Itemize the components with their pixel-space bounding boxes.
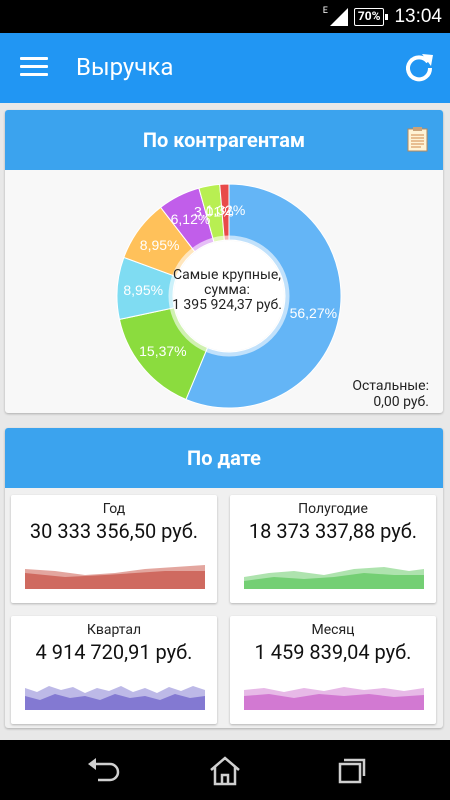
clock: 13:04	[394, 5, 442, 27]
center-caption-1: Самые крупные,	[172, 267, 282, 283]
tile-label: Квартал	[86, 622, 142, 638]
donut-hole	[174, 241, 284, 351]
refresh-icon[interactable]	[402, 51, 436, 85]
tile-quarter[interactable]: Квартал 4 914 720,91 руб.	[11, 616, 217, 724]
tile-label: Полугодие	[298, 501, 368, 517]
date-title: По дате	[187, 446, 261, 470]
sparkline-chart	[25, 565, 205, 589]
others-caption: Остальные:	[352, 378, 429, 394]
date-card-header: По дате	[5, 428, 443, 488]
tile-half-year[interactable]: Полугодие 18 373 337,88 руб.	[230, 495, 436, 603]
counterparty-title: По контрагентам	[142, 128, 306, 152]
slice-label: 1,32%	[206, 202, 246, 218]
others-summary: Остальные: 0,00 руб.	[352, 378, 429, 410]
others-value: 0,00 руб.	[373, 394, 429, 410]
tile-month[interactable]: Месяц 1 459 839,04 руб.	[230, 616, 436, 724]
sparkline-chart	[244, 567, 424, 589]
counterparty-card: По контрагентам 56,27% 15,37% 8,95% 8,95% 6,…	[5, 110, 443, 413]
donut-center-text: Самые крупные, сумма: 1 395 924,37 руб.	[163, 268, 291, 313]
sparkline-chart	[25, 686, 205, 710]
tile-value: 4 914 720,91 руб.	[35, 640, 193, 664]
tile-value: 30 333 356,50 руб.	[29, 519, 199, 543]
slice-label: 8,95%	[123, 282, 163, 298]
tile-label: Год	[102, 501, 126, 517]
report-icon[interactable]	[407, 126, 429, 152]
signal-icon	[329, 7, 348, 26]
status-icons: E 70% 13:04	[323, 0, 450, 33]
tile-value: 1 459 839,04 руб.	[254, 640, 412, 664]
app-bar: Выручка	[0, 33, 450, 103]
network-type: E	[322, 5, 328, 16]
tile-label: Месяц	[311, 622, 355, 638]
back-icon[interactable]	[84, 752, 124, 788]
recent-apps-icon[interactable]	[330, 752, 370, 788]
home-icon[interactable]	[205, 752, 245, 788]
status-bar: E 70% 13:04	[0, 0, 450, 33]
center-total: 1 395 924,37 руб.	[172, 297, 282, 313]
tile-year[interactable]: Год 30 333 356,50 руб.	[11, 495, 217, 603]
slice-label: 6,12%	[171, 211, 211, 227]
donut-chart[interactable]: 56,27% 15,37% 8,95% 8,95% 6,12%3,01%1,32%	[115, 182, 343, 410]
battery-indicator: 70%	[353, 7, 389, 26]
page-title: Выручка	[76, 53, 174, 81]
slice-label: 8,95%	[140, 237, 180, 253]
tile-value: 18 373 337,88 руб.	[248, 519, 418, 543]
slice-label: 15,37%	[139, 343, 186, 359]
counterparty-card-header: По контрагентам	[5, 110, 443, 170]
donut-inner-ring	[168, 235, 290, 357]
slice-label: 3,01%	[194, 203, 234, 219]
center-caption-2: сумма:	[204, 282, 250, 298]
hamburger-menu-icon[interactable]	[20, 57, 48, 79]
sparkline-chart	[244, 687, 424, 710]
slice-label: 56,27%	[290, 305, 337, 321]
date-card: По дате Год 30 333 356,50 руб. Полугодие…	[5, 428, 443, 728]
navigation-bar	[0, 740, 450, 800]
